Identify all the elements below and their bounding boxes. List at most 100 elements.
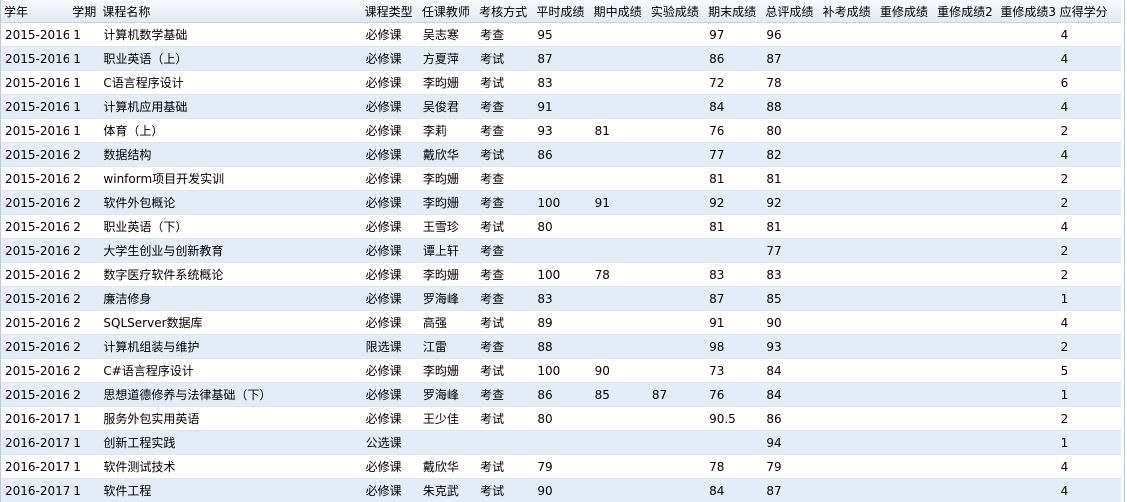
cell-midterm — [590, 70, 648, 95]
cell-term: 2 — [69, 190, 100, 215]
table-row[interactable]: 2015-2016 2 数字医疗软件系统概论 必修课 李昀姗 考查 100 78 83 83 2 — [1, 262, 1121, 287]
table-row[interactable]: 2015-2016 2 职业英语（下） 必修课 王雪珍 考试 80 81 81 4 — [1, 214, 1121, 239]
table-row[interactable]: 2015-2016 2 winform项目开发实训 必修课 李昀姗 考查 81 81 2 — [1, 166, 1121, 191]
cell-year: 2015-2016 — [1, 310, 70, 335]
cell-retake1 — [876, 46, 935, 71]
cell-term: 2 — [69, 358, 100, 383]
table-row[interactable]: 2016-2017 1 服务外包实用英语 必修课 王少佳 考试 80 90.5 86 2 — [1, 406, 1121, 431]
cell-exam: 考试 — [476, 358, 534, 383]
cell-lab — [647, 190, 706, 215]
cell-course: C语言程序设计 — [99, 70, 362, 95]
table-row[interactable]: 2015-2016 2 计算机组装与维护 限选课 江雷 考查 88 98 93 2 — [1, 334, 1121, 359]
cell-retake2 — [934, 94, 998, 119]
cell-course: 创新工程实践 — [99, 430, 362, 455]
cell-retake3 — [997, 478, 1057, 502]
table-row[interactable]: 2015-2016 2 大学生创业与创新教育 必修课 谭上轩 考查 77 2 — [1, 238, 1121, 263]
column-header-usual[interactable]: 平时成绩 — [533, 0, 591, 23]
table-row[interactable]: 2015-2016 2 廉洁修身 必修课 罗海峰 考查 83 87 85 1 — [1, 286, 1121, 311]
table-row[interactable]: 2016-2017 1 软件测试技术 必修课 戴欣华 考试 79 78 79 4 — [1, 454, 1121, 479]
cell-teacher: 高强 — [418, 310, 477, 335]
column-header-lab[interactable]: 实验成绩 — [647, 0, 706, 23]
cell-final: 72 — [705, 70, 763, 95]
column-header-course[interactable]: 课程名称 — [99, 0, 362, 23]
cell-retake2 — [934, 46, 998, 71]
column-header-midterm[interactable]: 期中成绩 — [590, 0, 648, 23]
cell-year: 2015-2016 — [1, 190, 70, 215]
table-row[interactable]: 2015-2016 1 计算机应用基础 必修课 吴俊君 考查 91 84 88 4 — [1, 94, 1121, 119]
cell-final: 98 — [705, 334, 763, 359]
cell-credit: 1 — [1056, 382, 1121, 407]
cell-term: 1 — [69, 478, 100, 502]
cell-term: 2 — [69, 334, 100, 359]
column-header-final[interactable]: 期末成绩 — [705, 0, 763, 23]
cell-course: 职业英语（下） — [99, 214, 362, 239]
cell-midterm: 78 — [590, 262, 648, 287]
cell-usual: 89 — [533, 310, 591, 335]
cell-retake3 — [997, 46, 1057, 71]
table-row[interactable]: 2015-2016 1 计算机数学基础 必修课 吴志寒 考查 95 97 96 4 — [1, 22, 1121, 47]
cell-total: 80 — [762, 118, 820, 143]
cell-credit: 4 — [1056, 478, 1121, 502]
cell-midterm — [590, 166, 648, 191]
table-row[interactable]: 2015-2016 2 软件外包概论 必修课 李昀姗 考查 100 91 92 92 2 — [1, 190, 1121, 215]
column-header-credit[interactable]: 应得学分 — [1056, 0, 1121, 23]
table-row[interactable]: 2016-2017 1 软件工程 必修课 朱克武 考试 90 84 87 4 — [1, 478, 1121, 502]
cell-makeup — [819, 262, 877, 287]
cell-total: 96 — [762, 22, 820, 47]
cell-year: 2015-2016 — [1, 94, 70, 119]
cell-course: 廉洁修身 — [99, 286, 362, 311]
cell-usual — [533, 166, 591, 191]
cell-teacher: 王雪珍 — [418, 214, 477, 239]
column-header-teacher[interactable]: 任课教师 — [418, 0, 477, 23]
cell-lab — [647, 94, 706, 119]
cell-midterm: 85 — [590, 382, 648, 407]
cell-midterm — [590, 46, 648, 71]
table-row[interactable]: 2015-2016 1 体育（上） 必修课 李莉 考查 93 81 76 80 2 — [1, 118, 1121, 143]
cell-lab — [647, 70, 706, 95]
cell-usual: 93 — [533, 118, 591, 143]
column-header-term[interactable]: 学期 — [69, 0, 100, 23]
column-header-retake2[interactable]: 重修成绩2 — [934, 0, 998, 23]
column-header-year[interactable]: 学年 — [1, 0, 70, 23]
table-row[interactable]: 2015-2016 2 思想道德修养与法律基础（下） 必修课 罗海峰 考查 86 85 87 76… — [1, 382, 1121, 407]
table-row[interactable]: 2015-2016 2 C#语言程序设计 必修课 李昀姗 考试 100 90 73 84 5 — [1, 358, 1121, 383]
cell-teacher: 李昀姗 — [418, 358, 477, 383]
column-header-total[interactable]: 总评成绩 — [762, 0, 820, 23]
cell-lab — [647, 430, 706, 455]
cell-lab — [647, 46, 706, 71]
cell-course: 思想道德修养与法律基础（下） — [99, 382, 362, 407]
table-row[interactable]: 2015-2016 2 SQLServer数据库 必修课 高强 考试 89 91 90 4 — [1, 310, 1121, 335]
cell-type: 必修课 — [361, 46, 419, 71]
cell-exam: 考查 — [476, 262, 534, 287]
cell-retake2 — [934, 286, 998, 311]
cell-total: 77 — [762, 238, 820, 263]
cell-type: 必修课 — [361, 118, 419, 143]
column-header-type[interactable]: 课程类型 — [361, 0, 419, 23]
cell-total: 86 — [762, 406, 820, 431]
cell-total: 87 — [762, 46, 820, 71]
cell-exam: 考查 — [476, 190, 534, 215]
table-row[interactable]: 2015-2016 2 数据结构 必修课 戴欣华 考试 86 77 82 4 — [1, 142, 1121, 167]
header-row: 学年 学期 课程名称 课程类型 任课教师 考核方式 平时成绩 期中成绩 实验成绩… — [1, 0, 1121, 23]
cell-midterm — [590, 286, 648, 311]
cell-midterm — [590, 94, 648, 119]
cell-type: 必修课 — [361, 286, 419, 311]
column-header-makeup[interactable]: 补考成绩 — [819, 0, 877, 23]
cell-retake2 — [934, 430, 998, 455]
table-row[interactable]: 2015-2016 1 职业英语（上） 必修课 方夏萍 考试 87 86 87 4 — [1, 46, 1121, 71]
cell-midterm — [590, 454, 648, 479]
cell-course: 软件测试技术 — [99, 454, 362, 479]
column-header-exam[interactable]: 考核方式 — [476, 0, 534, 23]
cell-course: C#语言程序设计 — [99, 358, 362, 383]
cell-final: 73 — [705, 358, 763, 383]
column-header-retake3[interactable]: 重修成绩3 — [997, 0, 1057, 23]
cell-type: 必修课 — [361, 22, 419, 47]
cell-course: 计算机组装与维护 — [99, 334, 362, 359]
cell-retake3 — [997, 118, 1057, 143]
cell-retake2 — [934, 118, 998, 143]
column-header-retake1[interactable]: 重修成绩 — [876, 0, 935, 23]
cell-retake3 — [997, 142, 1057, 167]
cell-exam: 考查 — [476, 166, 534, 191]
table-row[interactable]: 2015-2016 1 C语言程序设计 必修课 李昀姗 考试 83 72 78 6 — [1, 70, 1121, 95]
table-row[interactable]: 2016-2017 1 创新工程实践 公选课 94 1 — [1, 430, 1121, 455]
